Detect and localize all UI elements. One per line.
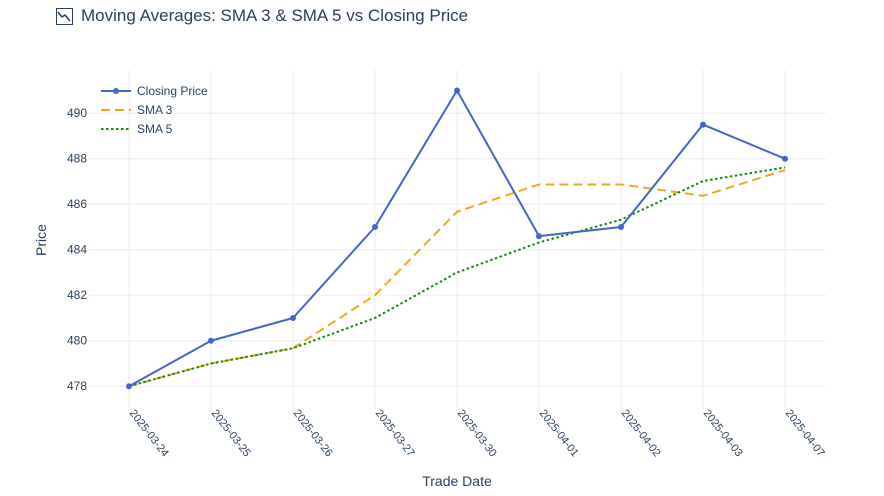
x-axis-title: Trade Date [422, 473, 492, 489]
y-tick-label: 480 [67, 334, 87, 348]
data-point [454, 87, 460, 94]
chart-trend-icon-glyph [57, 11, 71, 21]
data-point [618, 223, 624, 230]
x-tick-label: 2025-04-01 [537, 407, 581, 459]
x-tick-label: 2025-03-27 [373, 407, 417, 459]
chart-trend-icon [56, 7, 73, 25]
grid [88, 70, 826, 409]
x-tick-label: 2025-03-30 [455, 407, 499, 459]
data-point [290, 314, 296, 321]
x-tick-label: 2025-04-02 [619, 407, 663, 459]
data-point [126, 383, 132, 390]
series-layer [126, 87, 788, 390]
y-tick-label: 488 [67, 152, 87, 166]
legend-item-label: SMA 5 [137, 122, 173, 136]
y-tick-label: 484 [67, 243, 87, 257]
data-point [782, 155, 788, 162]
data-point [700, 121, 706, 128]
legend-item-label: SMA 3 [137, 103, 173, 117]
data-point [208, 337, 214, 344]
y-tick-label: 490 [67, 106, 87, 120]
data-point [372, 223, 378, 230]
legend[interactable]: Closing Price SMA 3 SMA 5 [101, 84, 208, 136]
x-tick-label: 2025-03-26 [291, 407, 335, 459]
x-tick-label: 2025-04-07 [783, 407, 827, 459]
y-tick-label: 486 [67, 197, 87, 211]
chart-title: Moving Averages: SMA 3 & SMA 5 vs Closin… [81, 6, 469, 25]
y-tick-label: 482 [67, 288, 87, 302]
legend-item-label: Closing Price [137, 84, 208, 98]
x-tick-label: 2025-04-03 [701, 407, 745, 459]
chart-title-row: Moving Averages: SMA 3 & SMA 5 vs Closin… [56, 6, 468, 26]
y-axis-title: Price [33, 224, 49, 256]
y-axis: 478 480 482 484 486 488 490 [67, 106, 87, 393]
series-line-sma-3 [128, 169, 786, 388]
data-point [536, 233, 542, 240]
legend-marker [113, 88, 119, 94]
x-tick-label: 2025-03-25 [209, 407, 253, 459]
y-tick-label: 478 [67, 379, 87, 393]
x-axis: 2025-03-24 2025-03-25 2025-03-26 2025-03-27… [127, 407, 827, 459]
x-tick-label: 2025-03-24 [127, 407, 171, 459]
